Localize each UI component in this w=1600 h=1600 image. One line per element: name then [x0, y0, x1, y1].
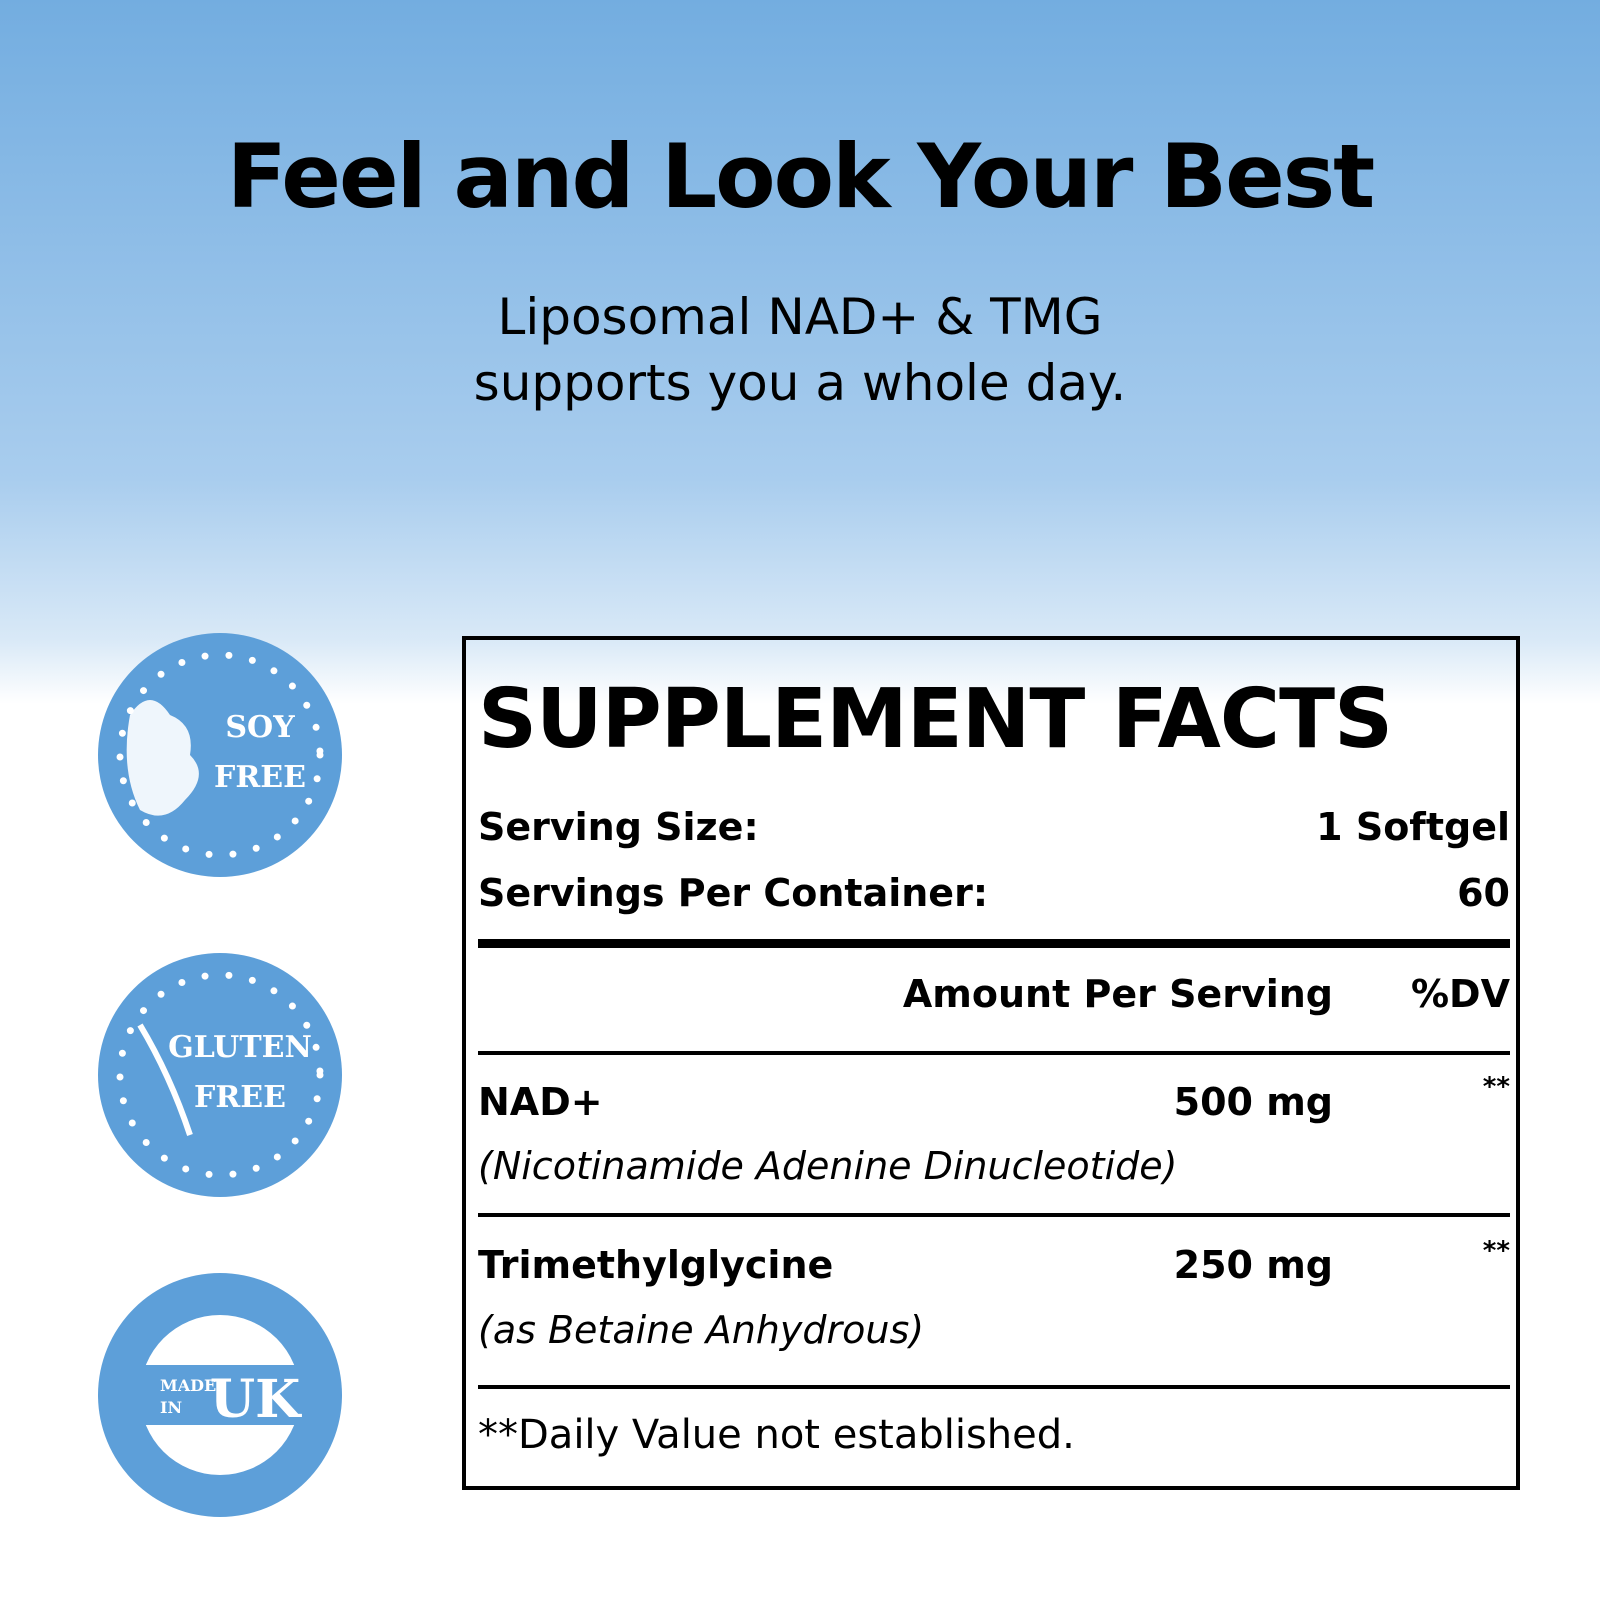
nutrient-amount: 250 mg: [1173, 1243, 1333, 1287]
nutrient-dv: **: [1482, 1072, 1510, 1102]
badge-text: GLUTEN: [168, 1030, 312, 1065]
badge: MADE IN UK: [98, 1273, 342, 1517]
footnote: **Daily Value not established.: [478, 1412, 1075, 1458]
badge-circle: [98, 633, 342, 877]
nutrient-name: Trimethylglycine: [478, 1243, 834, 1287]
rule: [478, 1051, 1510, 1055]
serving-value: 1 Softgel: [1316, 805, 1510, 849]
badge-text: FREE: [194, 1080, 286, 1115]
thick-rule: [478, 939, 1510, 948]
nutrient-detail: (as Betaine Anhydrous): [478, 1308, 925, 1352]
servings-value: 60: [1457, 871, 1510, 915]
nutrient-amount: 500 mg: [1173, 1080, 1333, 1124]
column-header: %DV: [1410, 972, 1510, 1016]
subtitle-line: supports you a whole day.: [473, 354, 1127, 412]
column-header: Amount Per Serving: [902, 972, 1333, 1016]
badge-text: FREE: [214, 760, 306, 795]
badge-dots: [116, 971, 324, 1179]
badge-text: SOY: [225, 710, 295, 745]
soy-icon: [126, 700, 199, 816]
servings-label: Servings Per Container:: [478, 871, 989, 915]
badge-band: [138, 1365, 302, 1425]
serving-label: Serving Size:: [478, 805, 759, 849]
nutrient-detail: (Nicotinamide Adenine Dinucleotide): [478, 1144, 1178, 1188]
facts-panel: [462, 636, 1520, 1490]
rule: [478, 1213, 1510, 1217]
badge: SOY FREE: [98, 633, 342, 877]
wheat-icon: [137, 1023, 193, 1136]
badge-text: IN: [160, 1398, 182, 1417]
badge-dots: [116, 651, 324, 859]
badges: SOY FREE GLUTEN FREE MADE IN UK: [98, 633, 342, 1517]
badge-circle: [98, 953, 342, 1197]
nutrient-dv: **: [1482, 1236, 1510, 1266]
facts-title: SUPPLEMENT FACTS: [478, 672, 1393, 767]
subtitle-line: Liposomal NAD+ & TMG: [497, 288, 1103, 346]
rule: [478, 1385, 1510, 1389]
headline: Feel and Look Your Best: [226, 125, 1376, 228]
badge-text: MADE: [160, 1376, 216, 1395]
nutrient-name: NAD+: [478, 1080, 603, 1124]
badge: GLUTEN FREE: [98, 953, 342, 1197]
badge-text: UK: [210, 1369, 302, 1430]
